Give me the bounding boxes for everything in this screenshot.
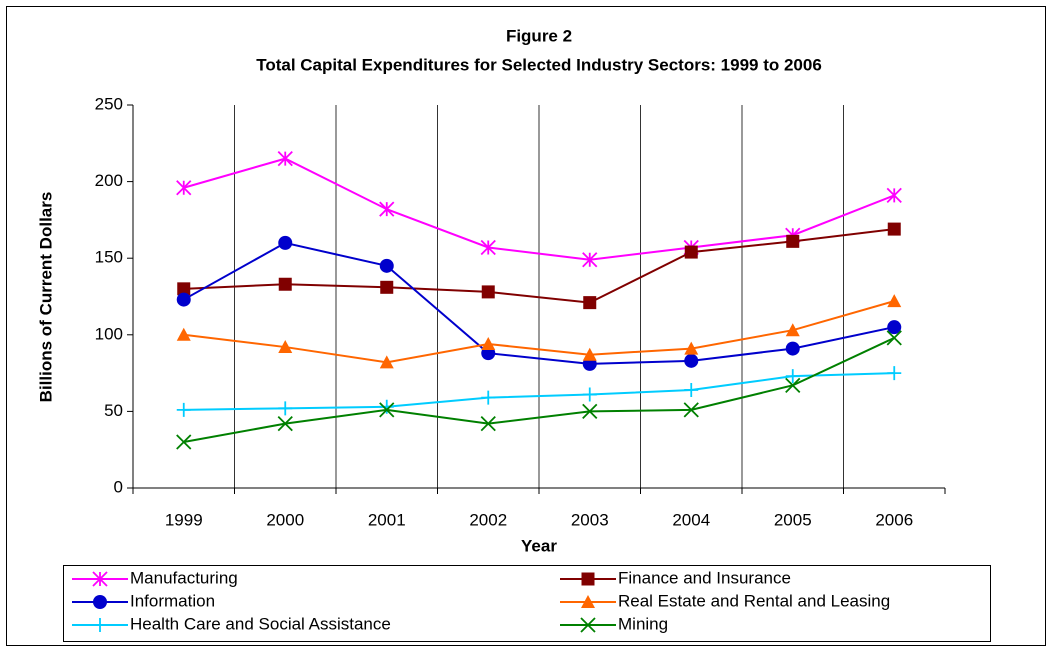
y-tick-label: 50 (104, 401, 123, 420)
series-line (183, 372, 895, 411)
marker (684, 353, 699, 368)
x-tick-label: 2002 (469, 510, 507, 529)
x-tick-label: 2003 (571, 510, 609, 529)
marker (785, 341, 800, 356)
marker (176, 402, 191, 417)
marker (480, 239, 496, 256)
legend-label: Manufacturing (130, 568, 238, 587)
marker (379, 355, 394, 369)
x-tick-label: 2001 (368, 510, 406, 529)
legend-marker (93, 595, 107, 609)
marker (887, 320, 902, 335)
legend-label: Real Estate and Rental and Leasing (618, 591, 890, 610)
legend-marker (93, 618, 107, 632)
marker (785, 369, 800, 384)
chart-title: Figure 2 (506, 26, 572, 45)
legend (63, 565, 991, 642)
marker (379, 201, 395, 217)
marker (481, 336, 496, 350)
marker (481, 285, 495, 299)
marker (480, 416, 496, 432)
marker (582, 387, 597, 402)
marker (684, 382, 699, 397)
series-line (183, 228, 895, 304)
y-tick-label: 200 (95, 171, 123, 190)
legend-label: Mining (618, 614, 668, 633)
marker (785, 377, 801, 393)
chart-subtitle: Total Capital Expenditures for Selected … (256, 55, 822, 74)
y-tick-label: 250 (95, 94, 123, 113)
series-line (183, 336, 895, 444)
marker (582, 403, 598, 420)
marker (887, 294, 902, 308)
marker (176, 327, 191, 341)
marker (684, 245, 698, 259)
legend-label: Health Care and Social Assistance (130, 614, 391, 633)
legend-marker (581, 595, 595, 608)
marker (379, 258, 394, 273)
marker (886, 330, 902, 346)
x-axis-label: Year (521, 536, 557, 555)
marker (278, 401, 293, 416)
marker (278, 235, 293, 250)
x-tick-label: 2006 (875, 510, 913, 529)
marker (380, 280, 394, 294)
marker (278, 340, 293, 354)
y-tick-label: 150 (95, 248, 123, 267)
legend-label: Finance and Insurance (618, 568, 791, 587)
y-axis-label: Billions of Current Dollars (36, 192, 55, 403)
marker (786, 234, 800, 248)
marker (277, 150, 293, 167)
series-line (183, 241, 895, 365)
marker (379, 402, 395, 418)
marker (886, 187, 902, 204)
x-tick-label: 2000 (266, 510, 304, 529)
marker (683, 402, 699, 418)
marker (176, 180, 192, 196)
x-tick-label: 2005 (774, 510, 812, 529)
marker (176, 292, 191, 307)
x-tick-label: 2004 (672, 510, 710, 529)
marker (177, 282, 191, 296)
series-line (183, 157, 895, 261)
marker (379, 399, 394, 414)
marker (481, 390, 496, 405)
legend-marker (581, 572, 595, 586)
marker (176, 434, 192, 450)
legend-marker (580, 617, 596, 633)
marker (785, 323, 800, 337)
marker (582, 347, 597, 361)
marker (684, 341, 699, 355)
marker (887, 366, 902, 381)
legend-marker (92, 571, 108, 587)
y-tick-label: 0 (114, 477, 123, 496)
marker (887, 222, 901, 236)
marker (582, 252, 598, 268)
marker (583, 296, 597, 310)
y-tick-label: 100 (95, 324, 123, 343)
marker (278, 277, 292, 291)
series-line (183, 300, 895, 364)
x-tick-label: 1999 (165, 510, 203, 529)
chart-border (6, 6, 1046, 646)
marker (277, 416, 293, 432)
legend-label: Information (130, 591, 215, 610)
